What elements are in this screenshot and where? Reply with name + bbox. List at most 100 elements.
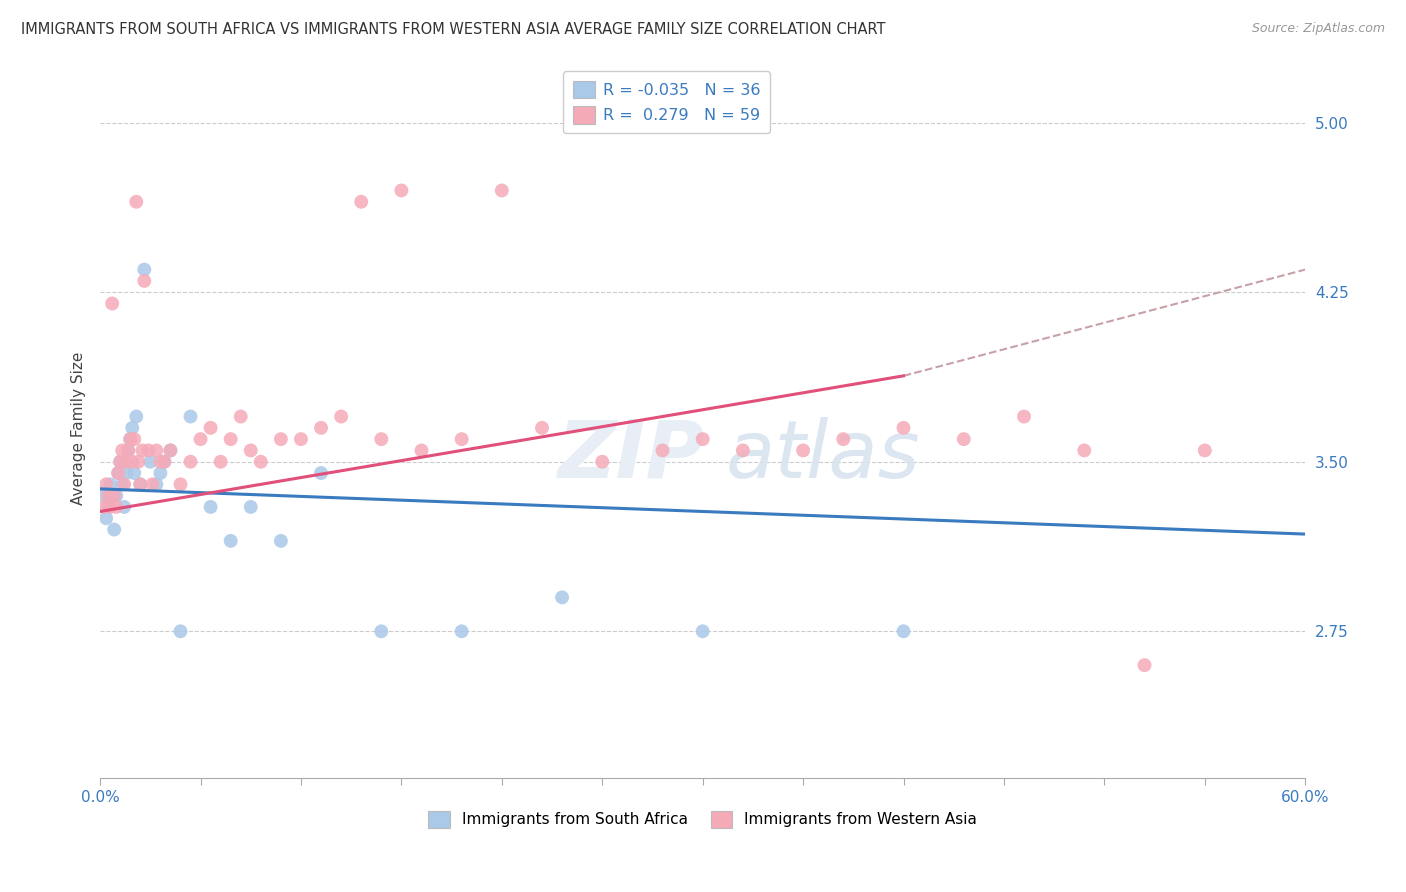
Point [103,523,125,537]
Point [239,500,262,514]
Point [134,274,156,288]
Point [124,432,146,446]
Point [249,455,271,469]
Point [111,443,134,458]
Text: Source: ZipAtlas.com: Source: ZipAtlas.com [1251,22,1385,36]
Point [97,500,120,514]
Point [591,455,613,469]
Point [98,500,121,514]
Point [134,262,156,277]
Text: atlas: atlas [725,417,921,495]
Point [127,455,149,469]
Point [411,443,433,458]
Point [491,184,513,198]
Point [139,455,162,469]
Point [98,477,121,491]
Point [389,184,412,198]
Point [169,477,191,491]
Point [450,624,472,639]
Point [330,409,353,424]
Point [309,421,332,435]
Point [136,443,159,458]
Point [117,443,139,458]
Legend: Immigrants from South Africa, Immigrants from Western Asia: Immigrants from South Africa, Immigrants… [422,805,983,834]
Point [141,477,163,491]
Point [692,624,714,639]
Text: ZIP: ZIP [557,417,704,495]
Point [131,443,153,458]
Point [103,489,125,503]
Point [101,296,124,310]
Point [159,443,181,458]
Point [149,466,172,480]
Point [93,489,115,503]
Point [105,489,128,503]
Point [952,432,974,446]
Point [149,455,172,469]
Y-axis label: Average Family Size: Average Family Size [72,351,86,505]
Point [115,466,138,480]
Point [153,455,176,469]
Point [309,466,332,480]
Point [112,477,135,491]
Point [290,432,312,446]
Point [117,443,139,458]
Point [111,477,134,491]
Point [93,500,115,514]
Point [239,443,262,458]
Point [107,466,129,480]
Point [893,421,915,435]
Point [200,500,222,514]
Point [1012,409,1035,424]
Point [229,409,252,424]
Point [121,421,143,435]
Point [105,500,128,514]
Text: IMMIGRANTS FROM SOUTH AFRICA VS IMMIGRANTS FROM WESTERN ASIA AVERAGE FAMILY SIZE: IMMIGRANTS FROM SOUTH AFRICA VS IMMIGRAN… [21,22,886,37]
Point [115,455,138,469]
Point [129,477,152,491]
Point [125,409,148,424]
Point [1073,443,1095,458]
Point [124,466,146,480]
Point [792,443,814,458]
Point [153,455,176,469]
Point [121,455,143,469]
Point [1133,658,1156,673]
Point [107,466,129,480]
Point [370,432,392,446]
Point [129,477,152,491]
Point [96,477,118,491]
Point [1194,443,1216,458]
Point [200,421,222,435]
Point [270,533,292,548]
Point [270,432,292,446]
Point [110,455,132,469]
Point [450,432,472,446]
Point [651,443,673,458]
Point [209,455,232,469]
Point [551,591,574,605]
Point [832,432,855,446]
Point [731,443,754,458]
Point [219,432,242,446]
Point [101,489,124,503]
Point [893,624,915,639]
Point [190,432,212,446]
Point [112,500,135,514]
Point [125,194,148,209]
Point [110,455,132,469]
Point [179,409,201,424]
Point [692,432,714,446]
Point [530,421,553,435]
Point [159,443,181,458]
Point [350,194,373,209]
Point [96,511,118,525]
Point [169,624,191,639]
Point [179,455,201,469]
Point [120,432,142,446]
Point [120,432,142,446]
Point [97,489,120,503]
Point [145,477,167,491]
Point [370,624,392,639]
Point [219,533,242,548]
